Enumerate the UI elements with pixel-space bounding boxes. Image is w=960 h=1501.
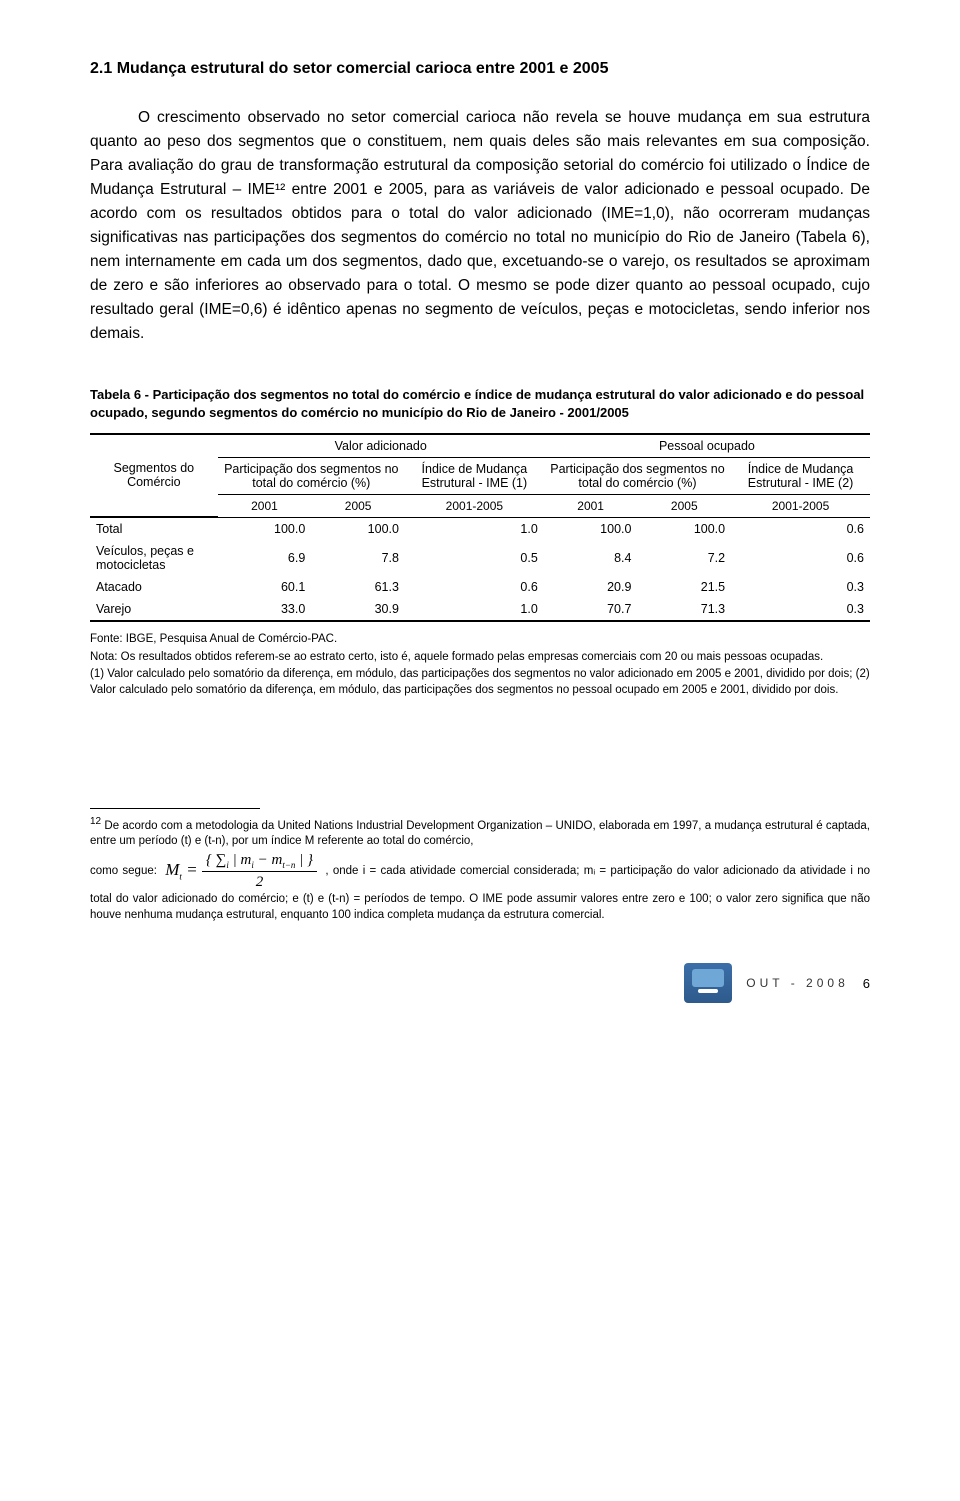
cell: 100.0 bbox=[544, 517, 638, 540]
row-header-label: Segmentos do Comércio bbox=[90, 434, 218, 518]
col-group-valor-adicionado: Valor adicionado bbox=[218, 434, 544, 458]
row-label: Varejo bbox=[90, 598, 218, 621]
body-paragraph: O crescimento observado no setor comerci… bbox=[90, 106, 870, 346]
cell: 20.9 bbox=[544, 576, 638, 598]
cell: 0.6 bbox=[731, 517, 870, 540]
section-heading: 2.1 Mudança estrutural do setor comercia… bbox=[90, 60, 870, 78]
year-col: 2005 bbox=[637, 494, 731, 517]
year-col: 2001 bbox=[218, 494, 312, 517]
page-footer: OUT - 2008 6 bbox=[90, 963, 870, 1003]
note-defs: (1) Valor calculado pelo somatório da di… bbox=[90, 667, 870, 698]
table-row: Atacado 60.1 61.3 0.6 20.9 21.5 0.3 bbox=[90, 576, 870, 598]
year-col: 2001-2005 bbox=[405, 494, 544, 517]
data-table: Segmentos do Comércio Valor adicionado P… bbox=[90, 433, 870, 623]
footer-date: OUT - 2008 bbox=[746, 976, 848, 990]
table-row: Varejo 33.0 30.9 1.0 70.7 71.3 0.3 bbox=[90, 598, 870, 621]
row-label: Total bbox=[90, 517, 218, 540]
table-row: Veículos, peças e motocicletas 6.9 7.8 0… bbox=[90, 540, 870, 576]
cell: 8.4 bbox=[544, 540, 638, 576]
cell: 7.8 bbox=[311, 540, 405, 576]
cell: 0.3 bbox=[731, 576, 870, 598]
cell: 6.9 bbox=[218, 540, 312, 576]
cell: 61.3 bbox=[311, 576, 405, 598]
subhead-participacao-po: Participação dos segmentos no total do c… bbox=[544, 457, 731, 494]
footnote-text-2-pre: como segue: bbox=[90, 865, 161, 877]
cell: 1.0 bbox=[405, 517, 544, 540]
formula-ime: Mt = { ∑i | mi − mt−n | } 2 bbox=[165, 850, 317, 892]
cell: 0.3 bbox=[731, 598, 870, 621]
cell: 30.9 bbox=[311, 598, 405, 621]
table-notes: Fonte: IBGE, Pesquisa Anual de Comércio-… bbox=[90, 632, 870, 698]
year-col: 2005 bbox=[311, 494, 405, 517]
cell: 21.5 bbox=[637, 576, 731, 598]
cell: 100.0 bbox=[218, 517, 312, 540]
subhead-ime2: Índice de Mudança Estrutural - IME (2) bbox=[731, 457, 870, 494]
table-caption: Tabela 6 - Participação dos segmentos no… bbox=[90, 386, 870, 422]
note-fonte: Fonte: IBGE, Pesquisa Anual de Comércio-… bbox=[90, 632, 870, 648]
footnote-number: 12 bbox=[90, 816, 101, 827]
cell: 70.7 bbox=[544, 598, 638, 621]
cell: 33.0 bbox=[218, 598, 312, 621]
cell: 100.0 bbox=[637, 517, 731, 540]
logo-icon bbox=[684, 963, 732, 1003]
subhead-participacao-va: Participação dos segmentos no total do c… bbox=[218, 457, 405, 494]
cell: 7.2 bbox=[637, 540, 731, 576]
row-label: Veículos, peças e motocicletas bbox=[90, 540, 218, 576]
cell: 1.0 bbox=[405, 598, 544, 621]
footnote-separator bbox=[90, 808, 260, 809]
cell: 0.6 bbox=[405, 576, 544, 598]
cell: 60.1 bbox=[218, 576, 312, 598]
table-row: Total 100.0 100.0 1.0 100.0 100.0 0.6 bbox=[90, 517, 870, 540]
footnote-text-1: De acordo com a metodologia da United Na… bbox=[90, 820, 870, 848]
cell: 100.0 bbox=[311, 517, 405, 540]
footnote-12: 12 De acordo com a metodologia da United… bbox=[90, 815, 870, 923]
page-number: 6 bbox=[863, 976, 870, 991]
year-col: 2001 bbox=[544, 494, 638, 517]
col-group-pessoal-ocupado: Pessoal ocupado bbox=[544, 434, 870, 458]
year-col: 2001-2005 bbox=[731, 494, 870, 517]
cell: 0.6 bbox=[731, 540, 870, 576]
note-nota: Nota: Os resultados obtidos referem-se a… bbox=[90, 650, 870, 666]
row-label: Atacado bbox=[90, 576, 218, 598]
subhead-ime1: Índice de Mudança Estrutural - IME (1) bbox=[405, 457, 544, 494]
cell: 0.5 bbox=[405, 540, 544, 576]
cell: 71.3 bbox=[637, 598, 731, 621]
